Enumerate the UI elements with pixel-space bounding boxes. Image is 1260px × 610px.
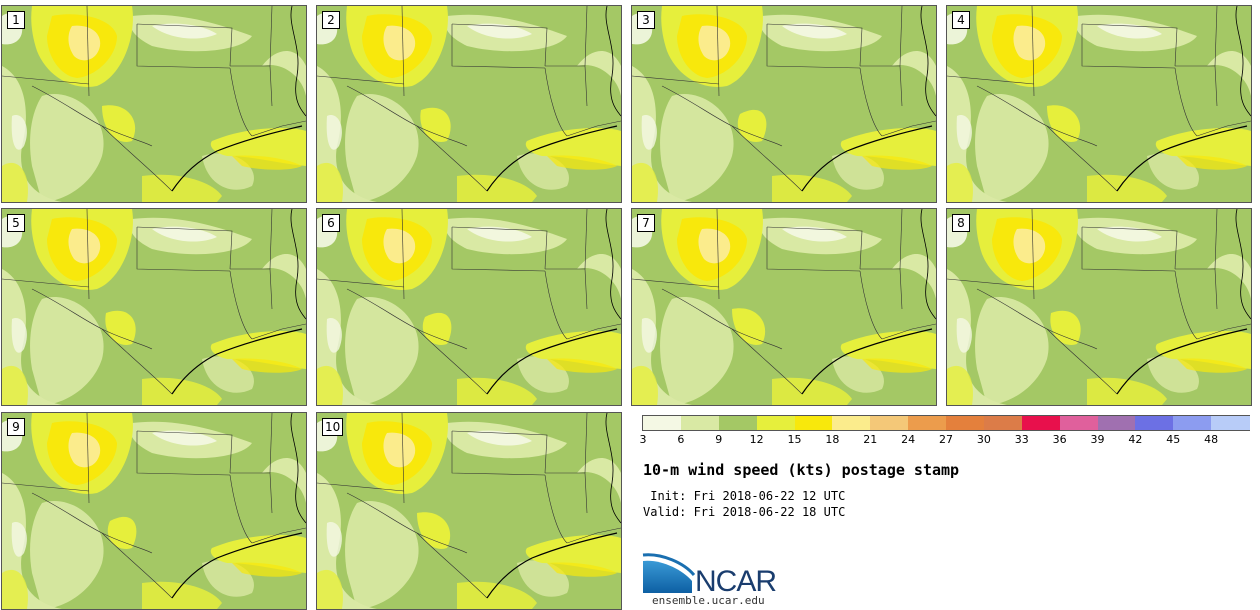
member-panel-8: 8 xyxy=(946,208,1252,406)
colorbar-bin xyxy=(756,416,795,430)
member-label: 4 xyxy=(952,11,970,29)
colorbar-bin xyxy=(794,416,833,430)
ncar-logo-text: NCAR xyxy=(695,565,776,597)
member-label: 7 xyxy=(637,214,655,232)
colorbar-tick: 18 xyxy=(825,433,840,446)
colorbar-tick: 30 xyxy=(976,433,991,446)
member-label: 10 xyxy=(322,418,344,436)
colorbar-bin xyxy=(870,416,909,430)
colorbar-tick: 42 xyxy=(1128,433,1143,446)
colorbar-tick: 27 xyxy=(939,433,953,446)
colorbar-bin xyxy=(1021,416,1061,430)
colorbar-tick: 39 xyxy=(1090,433,1105,446)
colorbar-bin xyxy=(1173,416,1212,430)
colorbar-bin xyxy=(946,416,985,430)
colorbar-tick: 9 xyxy=(715,433,723,446)
colorbar-bin xyxy=(1211,416,1250,430)
member-label: 2 xyxy=(322,11,340,29)
member-label: 5 xyxy=(7,214,25,232)
colorbar-tick-labels: 3 6 9 12 15 18 21 24 27 30 33 36 39 42 45 48 xyxy=(639,433,1248,449)
colorbar-bin xyxy=(718,416,758,430)
member-panel-7: 7 xyxy=(631,208,937,406)
member-panel-10: 10 xyxy=(316,412,622,610)
member-panel-1: 1 xyxy=(1,5,307,203)
colorbar-bin xyxy=(643,416,682,430)
member-label: 8 xyxy=(952,214,970,232)
colorbar-tick: 24 xyxy=(901,433,916,446)
chart-title: 10-m wind speed (kts) postage stamp xyxy=(643,461,960,479)
member-label: 3 xyxy=(637,11,655,29)
wind-speed-colorbar xyxy=(642,415,1250,431)
colorbar-tick: 33 xyxy=(1014,433,1029,446)
member-panel-4: 4 xyxy=(946,5,1252,203)
member-panel-2: 2 xyxy=(316,5,622,203)
member-panel-5: 5 xyxy=(1,208,307,406)
colorbar-bin xyxy=(983,416,1023,430)
init-time: Init: Fri 2018-06-22 12 UTC xyxy=(643,489,846,503)
colorbar-tick: 36 xyxy=(1052,433,1067,446)
member-label: 1 xyxy=(7,11,25,29)
colorbar-tick: 6 xyxy=(677,433,685,446)
colorbar-tick: 15 xyxy=(787,433,802,446)
colorbar-bin xyxy=(1059,416,1098,430)
member-label: 6 xyxy=(322,214,340,232)
colorbar-tick: 45 xyxy=(1166,433,1181,446)
valid-time: Valid: Fri 2018-06-22 18 UTC xyxy=(643,505,846,519)
colorbar-bin xyxy=(1135,416,1174,430)
colorbar-bin xyxy=(832,416,871,430)
colorbar-bin xyxy=(680,416,720,430)
member-panel-9: 9 xyxy=(1,412,307,610)
member-panel-6: 6 xyxy=(316,208,622,406)
colorbar-tick: 48 xyxy=(1204,433,1219,446)
colorbar-tick: 3 xyxy=(639,433,647,446)
member-label: 9 xyxy=(7,418,25,436)
colorbar-bin xyxy=(908,416,947,430)
colorbar-tick: 21 xyxy=(863,433,878,446)
colorbar-bin xyxy=(1097,416,1136,430)
logo-url: ensemble.ucar.edu xyxy=(652,594,765,607)
colorbar-tick: 12 xyxy=(749,433,764,446)
member-panel-3: 3 xyxy=(631,5,937,203)
ncar-logo: NCAR xyxy=(642,553,777,597)
